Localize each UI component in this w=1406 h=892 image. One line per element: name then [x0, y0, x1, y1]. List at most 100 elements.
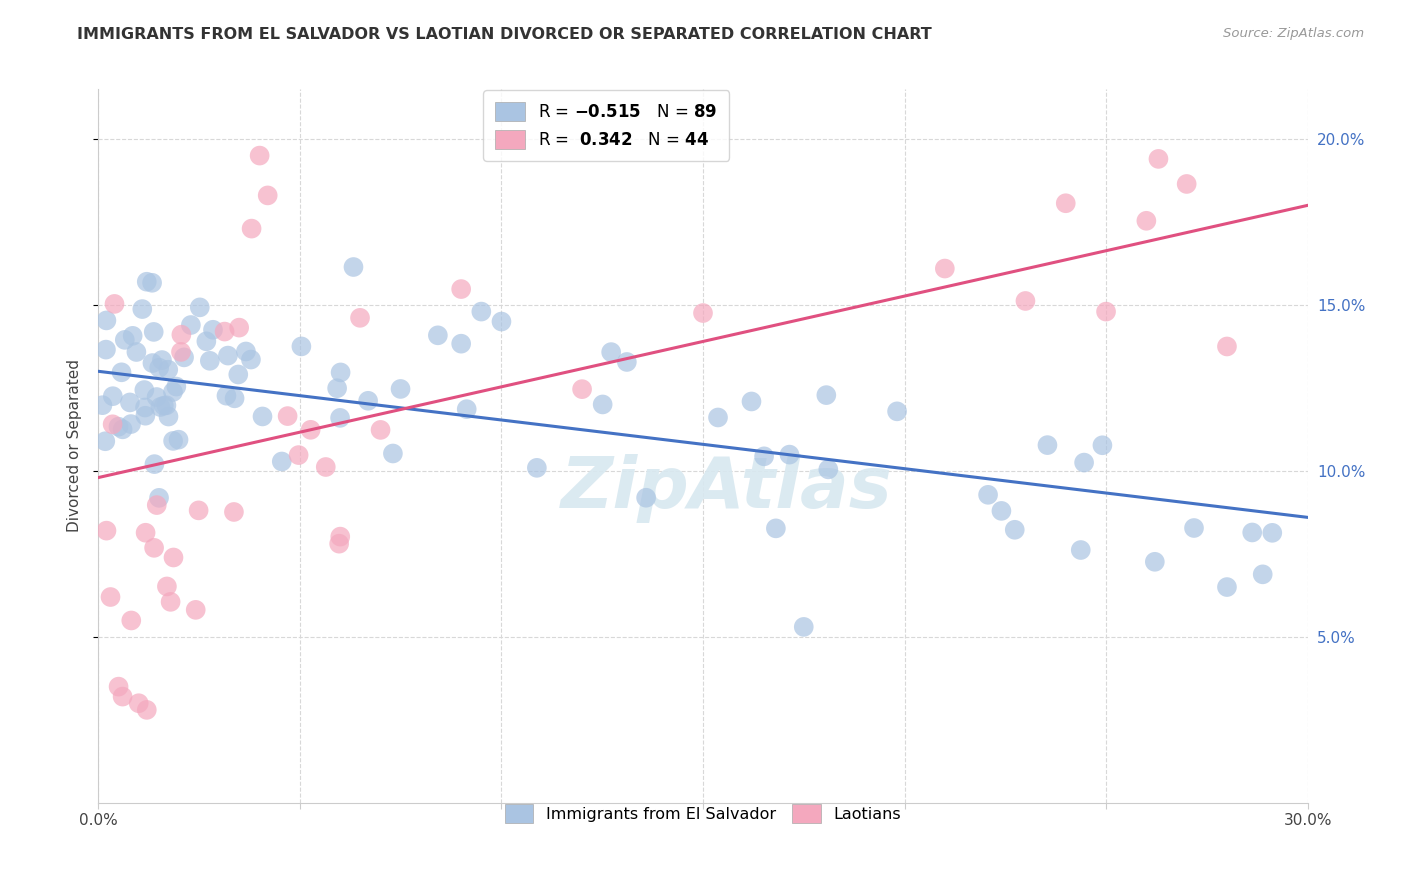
Point	[143, 457, 166, 471]
Point	[100, 590, 122, 604]
Point	[143, 541, 166, 555]
Point	[450, 282, 472, 296]
Point	[222, 505, 245, 519]
Point	[389, 382, 412, 396]
Point	[94, 434, 117, 449]
Point	[616, 355, 638, 369]
Point	[1261, 525, 1284, 540]
Point	[184, 603, 207, 617]
Point	[1014, 293, 1036, 308]
Point	[162, 434, 184, 448]
Point	[91, 398, 114, 412]
Point	[150, 353, 173, 368]
Point	[188, 301, 211, 315]
Point	[94, 343, 117, 357]
Point	[740, 394, 762, 409]
Point	[173, 351, 195, 365]
Point	[162, 384, 184, 399]
Text: Source: ZipAtlas.com: Source: ZipAtlas.com	[1223, 27, 1364, 40]
Point	[793, 620, 815, 634]
Point	[148, 491, 170, 505]
Point	[170, 345, 193, 359]
Point	[934, 261, 956, 276]
Point	[636, 491, 658, 505]
Point	[277, 409, 299, 423]
Point	[349, 310, 371, 325]
Point	[103, 297, 125, 311]
Point	[329, 530, 352, 544]
Point	[815, 388, 838, 402]
Point	[145, 390, 167, 404]
Point	[1216, 580, 1239, 594]
Point	[228, 320, 250, 334]
Point	[162, 550, 184, 565]
Point	[149, 400, 172, 414]
Point	[315, 460, 337, 475]
Point	[765, 521, 787, 535]
Point	[779, 448, 801, 462]
Point	[187, 503, 209, 517]
Point	[1241, 525, 1264, 540]
Point	[1143, 555, 1166, 569]
Point	[107, 680, 129, 694]
Point	[491, 314, 513, 328]
Point	[153, 399, 176, 413]
Y-axis label: Divorced or Separated: Divorced or Separated	[67, 359, 83, 533]
Point	[157, 409, 180, 424]
Point	[450, 336, 472, 351]
Point	[290, 339, 312, 353]
Point	[1095, 304, 1118, 318]
Legend: Immigrants from El Salvador, Laotians: Immigrants from El Salvador, Laotians	[494, 793, 912, 834]
Point	[111, 690, 134, 704]
Point	[470, 304, 492, 318]
Point	[426, 328, 449, 343]
Point	[214, 325, 236, 339]
Point	[148, 360, 170, 375]
Point	[1135, 214, 1157, 228]
Point	[111, 422, 134, 436]
Point	[215, 389, 238, 403]
Point	[165, 379, 187, 393]
Point	[125, 345, 148, 359]
Point	[1147, 152, 1170, 166]
Point	[239, 352, 262, 367]
Point	[121, 328, 143, 343]
Point	[135, 275, 157, 289]
Point	[134, 409, 156, 423]
Point	[1004, 523, 1026, 537]
Point	[692, 306, 714, 320]
Point	[107, 419, 129, 434]
Point	[1054, 196, 1077, 211]
Point	[101, 417, 124, 432]
Point	[287, 448, 309, 462]
Point	[120, 417, 142, 431]
Point	[886, 404, 908, 418]
Point	[977, 488, 1000, 502]
Point	[135, 703, 157, 717]
Point	[329, 410, 352, 425]
Point	[329, 366, 352, 380]
Point	[135, 525, 157, 540]
Point	[157, 362, 180, 376]
Point	[752, 450, 775, 464]
Point	[134, 401, 156, 415]
Point	[252, 409, 274, 424]
Point	[1036, 438, 1059, 452]
Point	[167, 433, 190, 447]
Point	[195, 334, 218, 349]
Point	[328, 536, 350, 550]
Point	[110, 365, 132, 379]
Point	[456, 402, 478, 417]
Point	[128, 696, 150, 710]
Point	[235, 344, 257, 359]
Point	[141, 356, 163, 370]
Point	[170, 327, 193, 342]
Point	[134, 383, 156, 397]
Point	[357, 393, 380, 408]
Point	[1091, 438, 1114, 452]
Point	[120, 614, 142, 628]
Point	[156, 579, 179, 593]
Text: IMMIGRANTS FROM EL SALVADOR VS LAOTIAN DIVORCED OR SEPARATED CORRELATION CHART: IMMIGRANTS FROM EL SALVADOR VS LAOTIAN D…	[77, 27, 932, 42]
Point	[526, 460, 548, 475]
Point	[249, 148, 271, 162]
